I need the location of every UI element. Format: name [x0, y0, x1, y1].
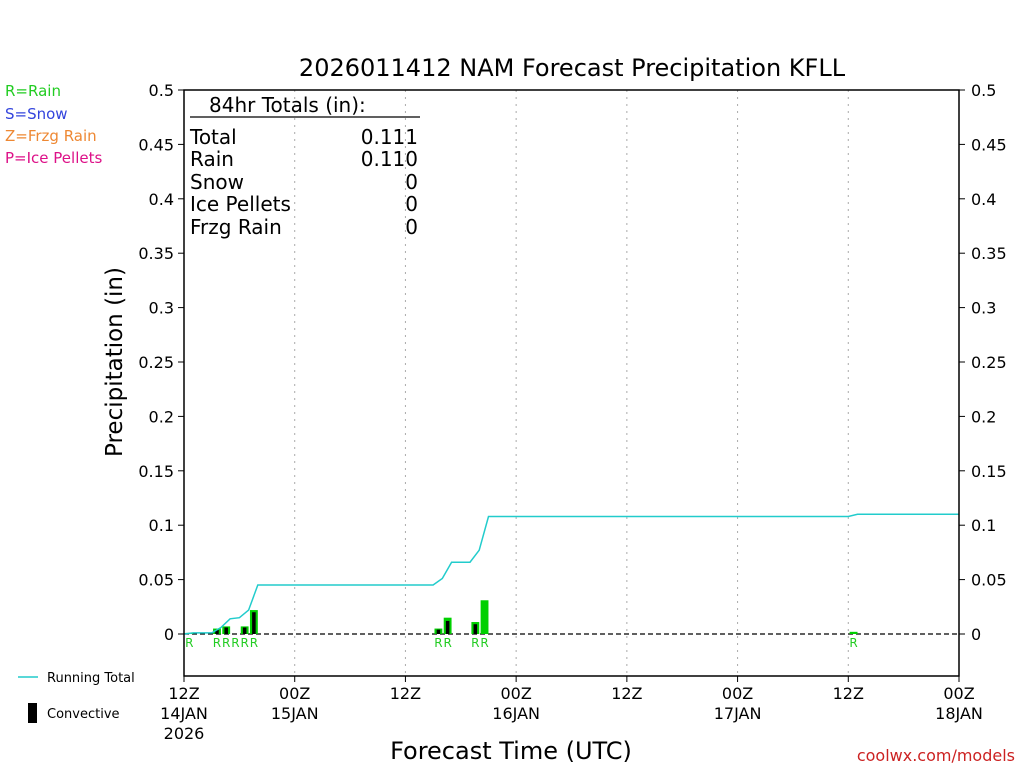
ptype-label: R — [213, 636, 221, 650]
y-tick-label-left: 0.1 — [149, 516, 174, 535]
convective-bar — [242, 627, 247, 634]
y-tick-label-left: 0.3 — [149, 299, 174, 318]
totals-snow-value: 0 — [405, 170, 418, 194]
ptype-label: R — [231, 636, 239, 650]
x-tick-label-date: 14JAN — [160, 704, 208, 723]
y-tick-label-left: 0.35 — [138, 244, 174, 263]
x-tick-label-time: 12Z — [390, 684, 421, 703]
y-tick-label-right: 0.35 — [971, 244, 1007, 263]
y-axis-label: Precipitation (in) — [102, 267, 128, 457]
ptype-label: R — [480, 636, 488, 650]
x-tick-label-time: 12Z — [168, 684, 199, 703]
x-tick-label-date: 16JAN — [492, 704, 540, 723]
ptype-label: R — [222, 636, 230, 650]
y-tick-label-left: 0.25 — [138, 353, 174, 372]
bottom-legend: Running Total Convective — [18, 671, 135, 723]
convective-bar — [224, 627, 228, 634]
x-tick-label-time: 00Z — [279, 684, 310, 703]
y-tick-label-right: 0.1 — [971, 516, 996, 535]
totals-box: 84hr Totals (in): Total 0.111 Rain 0.110… — [189, 93, 420, 239]
convective-bar — [473, 624, 478, 634]
y-tick-label-right: 0.05 — [971, 571, 1007, 590]
chart-title: 2026011412 NAM Forecast Precipitation KF… — [299, 54, 846, 82]
totals-rain-value: 0.110 — [361, 147, 418, 171]
convective-legend-label: Convective — [47, 707, 120, 722]
totals-total-label: Total — [189, 125, 237, 149]
legend-snow: S=Snow — [5, 105, 68, 123]
x-tick-label-time: 00Z — [722, 684, 753, 703]
convective-bar — [252, 612, 256, 634]
ptype-label: R — [250, 636, 258, 650]
legend-rain: R=Rain — [5, 82, 61, 100]
totals-snow-label: Snow — [190, 170, 244, 194]
totals-frzg-rain-value: 0 — [405, 215, 418, 239]
x-tick-label-time: 00Z — [500, 684, 531, 703]
convective-bar — [215, 629, 219, 634]
x-tick-label-date: 18JAN — [935, 704, 983, 723]
y-tick-label-left: 0 — [164, 625, 174, 644]
legend-ice-pellets: P=Ice Pellets — [5, 149, 102, 167]
ptype-label: R — [443, 636, 451, 650]
x-tick-label-date: 17JAN — [714, 704, 762, 723]
ptype-legend: R=Rain S=Snow Z=Frzg Rain P=Ice Pellets — [5, 82, 102, 167]
precip-bar — [849, 631, 858, 634]
x-axis-label: Forecast Time (UTC) — [390, 737, 632, 765]
y-tick-label-right: 0.45 — [971, 135, 1007, 154]
credit-text: coolwx.com/models — [857, 746, 1015, 765]
convective-bar — [436, 629, 441, 634]
y-tick-label-left: 0.5 — [149, 81, 174, 100]
x-tick-label-time: 12Z — [833, 684, 864, 703]
x-tick-label-date: 15JAN — [271, 704, 319, 723]
y-tick-label-left: 0.2 — [149, 407, 174, 426]
x-tick-label-time: 00Z — [943, 684, 974, 703]
totals-ice-pellets-value: 0 — [405, 192, 418, 216]
y-tick-label-right: 0.4 — [971, 190, 996, 209]
convective-swatch — [28, 703, 37, 723]
grid-layer — [184, 90, 959, 676]
x-tick-label-year: 2026 — [164, 724, 205, 743]
totals-total-value: 0.111 — [361, 125, 418, 149]
ptype-label: R — [240, 636, 248, 650]
y-tick-label-left: 0.45 — [138, 135, 174, 154]
totals-header: 84hr Totals (in): — [209, 93, 366, 117]
y-tick-label-left: 0.05 — [138, 571, 174, 590]
totals-ice-pellets-label: Ice Pellets — [190, 192, 291, 216]
plot-frame — [183, 89, 960, 677]
ptype-label: R — [185, 636, 193, 650]
y-tick-label-right: 0.15 — [971, 462, 1007, 481]
totals-frzg-rain-label: Frzg Rain — [190, 215, 282, 239]
convective-bar — [445, 620, 450, 634]
y-tick-label-right: 0.5 — [971, 81, 996, 100]
y-tick-label-left: 0.4 — [149, 190, 174, 209]
ptype-label: R — [434, 636, 442, 650]
y-tick-label-right: 0.25 — [971, 353, 1007, 372]
ptype-label: R — [471, 636, 479, 650]
y-tick-label-left: 0.15 — [138, 462, 174, 481]
y-tick-label-right: 0 — [971, 625, 981, 644]
x-tick-label-time: 12Z — [611, 684, 642, 703]
ptype-label: R — [849, 636, 857, 650]
y-tick-label-right: 0.3 — [971, 299, 996, 318]
totals-rain-label: Rain — [190, 147, 234, 171]
precip-bar — [480, 600, 489, 634]
running-total-line — [183, 513, 959, 635]
line-layer — [183, 513, 959, 635]
running-total-legend-label: Running Total — [47, 671, 135, 686]
legend-frzg-rain: Z=Frzg Rain — [5, 127, 97, 145]
y-tick-label-right: 0.2 — [971, 407, 996, 426]
